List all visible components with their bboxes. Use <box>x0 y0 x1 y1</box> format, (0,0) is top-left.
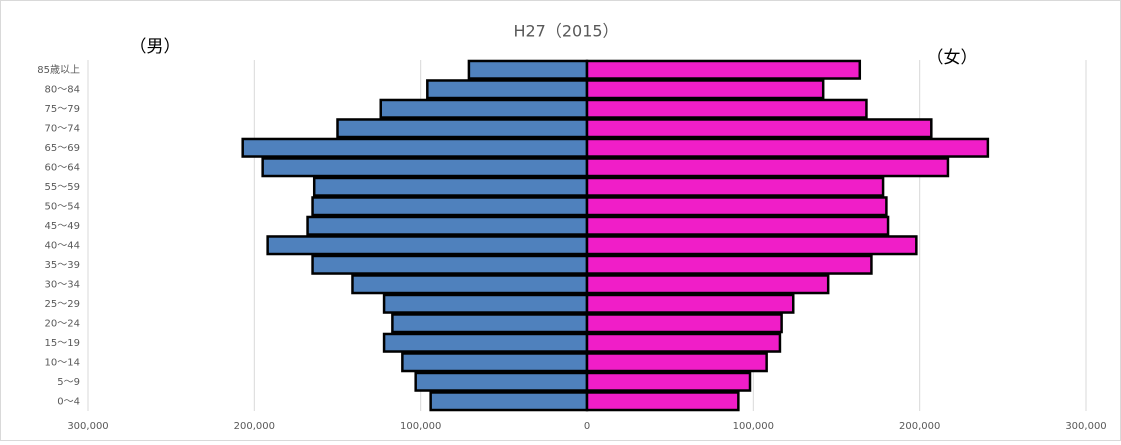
bar <box>382 332 589 353</box>
bar <box>585 313 783 334</box>
bar <box>585 371 752 392</box>
bar <box>585 391 740 412</box>
y-tick-label: 0〜4 <box>57 396 80 407</box>
chart-title: H27（2015） <box>513 22 618 41</box>
y-tick-label: 75〜79 <box>45 104 80 115</box>
bar <box>585 157 950 178</box>
bar <box>241 137 589 158</box>
bar <box>585 352 768 373</box>
y-tick-label: 85歳以上 <box>37 64 80 76</box>
bar <box>266 235 589 256</box>
x-tick-label: 100,000 <box>733 421 774 432</box>
bar <box>585 98 868 119</box>
y-tick-label: 55〜59 <box>45 182 80 193</box>
bar <box>414 371 589 392</box>
bar <box>306 215 589 236</box>
bar <box>311 254 589 275</box>
bar <box>261 157 589 178</box>
bar <box>585 59 862 80</box>
bar <box>426 79 589 100</box>
bar <box>585 176 885 197</box>
y-tick-label: 35〜39 <box>45 260 80 271</box>
bar <box>311 196 589 217</box>
bar <box>379 98 589 119</box>
bar <box>312 176 589 197</box>
y-tick-label: 60〜64 <box>45 162 80 173</box>
y-tick-label: 50〜54 <box>45 201 80 212</box>
x-tick-label: 0 <box>584 421 590 432</box>
y-tick-label: 5〜9 <box>57 377 80 388</box>
y-tick-label: 45〜49 <box>45 221 80 232</box>
y-tick-label: 30〜34 <box>45 279 80 290</box>
bar <box>585 137 990 158</box>
y-tick-label: 10〜14 <box>45 357 80 368</box>
bar <box>382 293 589 314</box>
bar <box>585 332 782 353</box>
bar <box>391 313 589 334</box>
bar <box>585 118 933 139</box>
male-label: （男） <box>130 37 181 57</box>
y-tick-label: 40〜44 <box>45 240 80 251</box>
y-tick-label: 70〜74 <box>45 123 80 134</box>
bar <box>585 196 888 217</box>
x-tick-label: 200,000 <box>899 421 940 432</box>
y-tick-label: 25〜29 <box>45 299 80 310</box>
x-tick-label: 100,000 <box>400 421 441 432</box>
bar <box>351 274 589 295</box>
bar <box>429 391 589 412</box>
bar <box>585 293 795 314</box>
bar <box>401 352 589 373</box>
y-tick-label: 15〜19 <box>45 338 80 349</box>
bar <box>336 118 589 139</box>
bar <box>585 274 830 295</box>
y-tick-label: 80〜84 <box>45 84 80 95</box>
y-tick-label: 65〜69 <box>45 143 80 154</box>
y-tick-label: 20〜24 <box>45 318 80 329</box>
bar <box>585 79 825 100</box>
bar <box>585 215 890 236</box>
x-tick-label: 300,000 <box>67 421 108 432</box>
female-label: （女） <box>927 48 978 68</box>
bar <box>585 235 918 256</box>
x-tick-label: 300,000 <box>1065 421 1106 432</box>
x-tick-label: 200,000 <box>234 421 275 432</box>
bar <box>585 254 873 275</box>
bar <box>467 59 589 80</box>
